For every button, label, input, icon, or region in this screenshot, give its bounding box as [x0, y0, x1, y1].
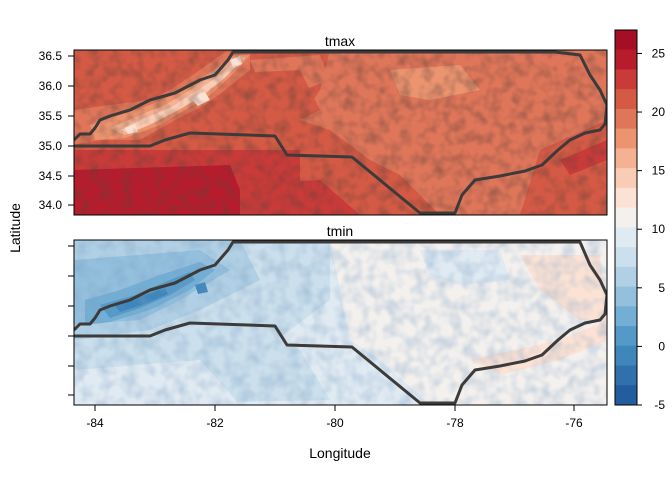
- colorbar-tick-label: 15: [652, 164, 666, 178]
- colorbar: 25 20 15 10 5 0 -5: [614, 29, 665, 412]
- x-tick-label: -80: [326, 416, 344, 430]
- colorbar-cell: [615, 30, 637, 51]
- y-axis-bottom: [68, 245, 74, 396]
- colorbar-cells: [615, 30, 637, 406]
- tmin-panel: tmin: [68, 223, 608, 406]
- colorbar-tick-label: 25: [652, 46, 666, 60]
- colorbar-cell: [615, 108, 637, 130]
- colorbar-cell: [615, 168, 637, 189]
- colorbar-cell: [615, 89, 637, 110]
- y-tick-label: 36.5: [39, 49, 63, 63]
- colorbar-cell: [615, 385, 637, 406]
- tmin-raster: [74, 240, 607, 405]
- colorbar-cell: [615, 286, 637, 307]
- colorbar-cell: [615, 326, 637, 347]
- tmax-panel-title: tmax: [325, 33, 355, 49]
- x-tick-label: -84: [86, 416, 104, 430]
- y-tick-label: 35.5: [39, 109, 63, 123]
- x-tick-label: -76: [565, 416, 583, 430]
- colorbar-cell: [615, 187, 637, 209]
- colorbar-cell: [615, 227, 637, 248]
- colorbar-cell: [615, 266, 637, 288]
- y-tick-label: 35.0: [39, 139, 63, 153]
- colorbar-tick-label: 10: [652, 222, 666, 236]
- y-axis-label: Latitude: [7, 203, 23, 253]
- colorbar-cell: [615, 128, 637, 149]
- colorbar-cell: [615, 207, 637, 228]
- tmax-raster: [74, 50, 607, 215]
- colorbar-cell: [615, 306, 637, 327]
- colorbar-cell: [615, 365, 637, 386]
- x-axis-label: Longitude: [309, 445, 371, 461]
- y-tick-label: 36.0: [39, 79, 63, 93]
- nc-border-top: [74, 50, 607, 215]
- x-tick-label: -78: [446, 416, 464, 430]
- colorbar-tick-label: -5: [654, 398, 665, 412]
- colorbar-ticks: 25 20 15 10 5 0 -5: [637, 46, 665, 412]
- colorbar-tick-label: 20: [652, 105, 666, 119]
- y-axis-top: 36.5 36.0 35.5 35.0 34.5 34.0: [39, 49, 74, 212]
- tmax-panel-frame: [73, 49, 608, 216]
- colorbar-frame: [614, 29, 638, 406]
- tmin-panel-frame: [73, 239, 608, 406]
- colorbar-cell: [615, 49, 637, 70]
- colorbar-cell: [615, 69, 637, 90]
- colorbar-cell: [615, 247, 637, 268]
- colorbar-tick-label: 5: [658, 281, 665, 295]
- colorbar-tick-label: 0: [658, 339, 665, 353]
- tmin-panel-title: tmin: [327, 223, 353, 239]
- tmax-panel: tmax 36.5 36.0 35.5 35.0 34.5 34.0: [39, 33, 608, 216]
- x-axis: -84 -82 -80 -78 -76: [86, 405, 583, 430]
- colorbar-cell: [615, 148, 637, 169]
- y-tick-label: 34.5: [39, 169, 63, 183]
- nc-border-bottom: [74, 240, 607, 405]
- y-tick-label: 34.0: [39, 198, 63, 212]
- x-tick-label: -82: [206, 416, 224, 430]
- colorbar-cell: [615, 345, 637, 367]
